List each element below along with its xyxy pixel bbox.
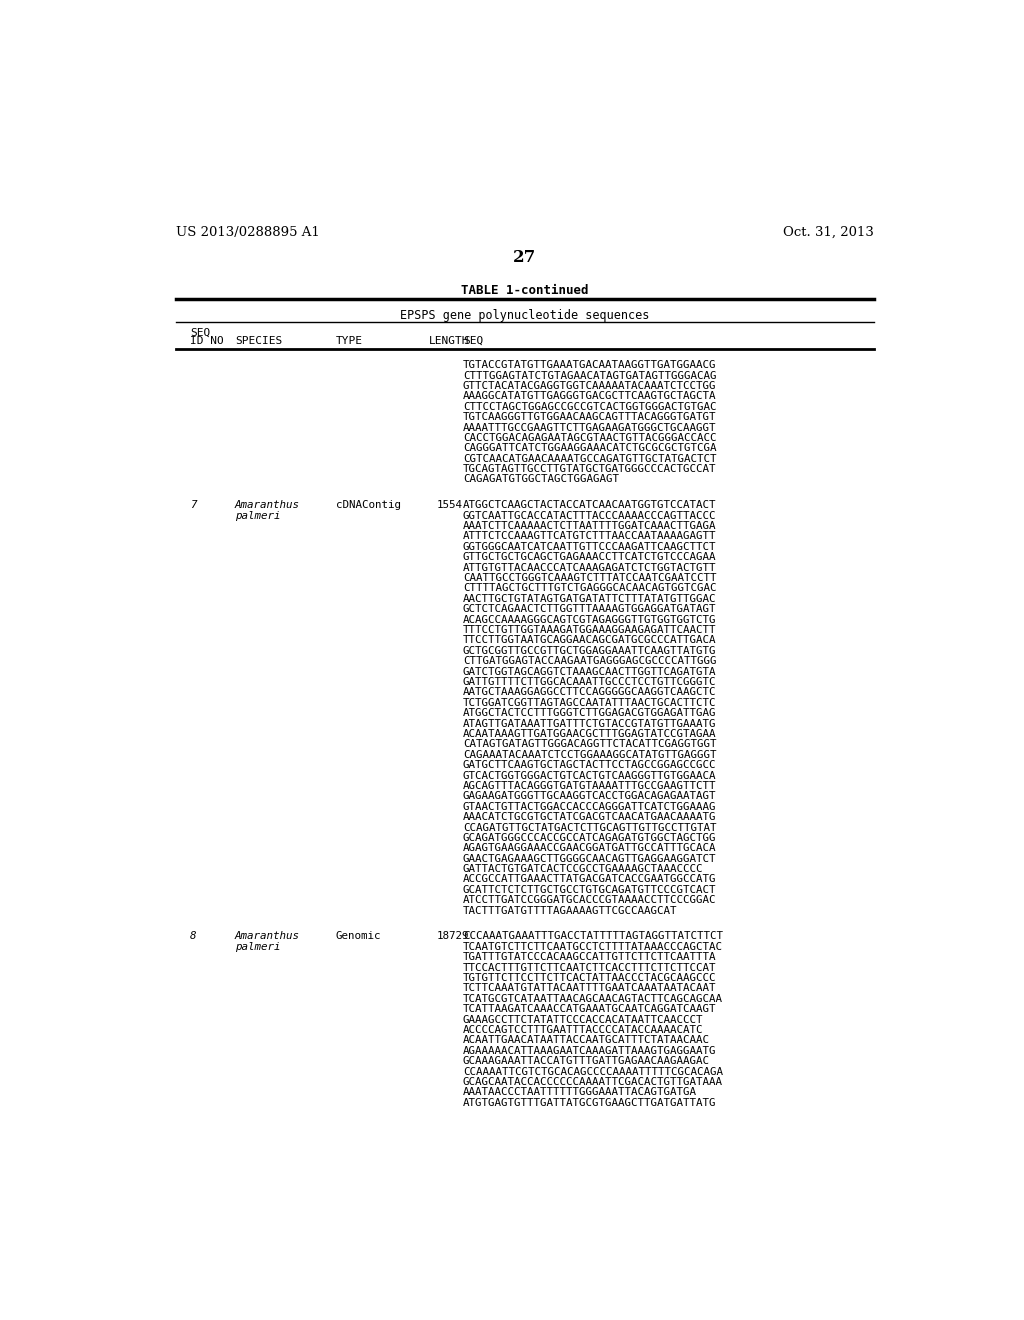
Text: AAACATCTGCGTGCTATCGACGTCAACATGAACAAAATG: AAACATCTGCGTGCTATCGACGTCAACATGAACAAAATG <box>463 812 717 822</box>
Text: GATTGTTTTCTTGGCACAAATTGCCCTCCTGTTCGGGTC: GATTGTTTTCTTGGCACAAATTGCCCTCCTGTTCGGGTC <box>463 677 717 686</box>
Text: ATGGCTACTCCTTTGGGTCTTGGAGACGTGGAGATTGAG: ATGGCTACTCCTTTGGGTCTTGGAGACGTGGAGATTGAG <box>463 708 717 718</box>
Text: 27: 27 <box>513 249 537 267</box>
Text: TACTTTGATGTTTTAGAAAAGTTCGCCAAGCAT: TACTTTGATGTTTTAGAAAAGTTCGCCAAGCAT <box>463 906 677 916</box>
Text: AAATCTTCAAAAACTCTTAATTTTGGATCAAACTTGAGA: AAATCTTCAAAAACTCTTAATTTTGGATCAAACTTGAGA <box>463 521 717 531</box>
Text: Amaranthus: Amaranthus <box>234 500 300 511</box>
Text: CTTTTAGCTGCTTTGTCTGAGGGCACAACAGTGGTCGAC: CTTTTAGCTGCTTTGTCTGAGGGCACAACAGTGGTCGAC <box>463 583 717 594</box>
Text: palmeri: palmeri <box>234 942 281 952</box>
Text: EPSPS gene polynucleotide sequences: EPSPS gene polynucleotide sequences <box>400 309 649 322</box>
Text: 7: 7 <box>190 500 197 511</box>
Text: CATAGTGATAGTTGGGACAGGTTCTACATTCGAGGTGGT: CATAGTGATAGTTGGGACAGGTTCTACATTCGAGGTGGT <box>463 739 717 750</box>
Text: TCTTCAAATGTATTACAATTTTGAATCAAATAATACAAT: TCTTCAAATGTATTACAATTTTGAATCAAATAATACAAT <box>463 983 717 994</box>
Text: AGAGTGAAGGAAACCGAACGGATGATTGCCATTTGCACA: AGAGTGAAGGAAACCGAACGGATGATTGCCATTTGCACA <box>463 843 717 853</box>
Text: ACAATTGAACATAATTACCAATGCATTTCTATAACAAC: ACAATTGAACATAATTACCAATGCATTTCTATAACAAC <box>463 1035 710 1045</box>
Text: ATTTCTCCAAAGTTCATGTCTTTAACCAATAAAAGAGTT: ATTTCTCCAAAGTTCATGTCTTTAACCAATAAAAGAGTT <box>463 532 717 541</box>
Text: GTTCTACATACGAGGTGGTCAAAAATACAAATCTCCTGG: GTTCTACATACGAGGTGGTCAAAAATACAAATCTCCTGG <box>463 381 717 391</box>
Text: GGTGGGCAATCATCAATTGTTCCCAAGATTCAAGCTTCT: GGTGGGCAATCATCAATTGTTCCCAAGATTCAAGCTTCT <box>463 543 717 552</box>
Text: AAAATTTGCCGAAGTTCTTGAGAAGATGGGCTGCAAGGT: AAAATTTGCCGAAGTTCTTGAGAAGATGGGCTGCAAGGT <box>463 422 717 433</box>
Text: 1554: 1554 <box>436 500 463 511</box>
Text: CAGGGATTCATCTGGAAGGAAACATCTGCGCGCTGTCGA: CAGGGATTCATCTGGAAGGAAACATCTGCGCGCTGTCGA <box>463 444 717 453</box>
Text: ACCGCCATTGAAACTTATGACGATCACCGAATGGCCATG: ACCGCCATTGAAACTTATGACGATCACCGAATGGCCATG <box>463 875 717 884</box>
Text: AATGCTAAAGGAGGCCTTCCAGGGGGCAAGGTCAAGCTC: AATGCTAAAGGAGGCCTTCCAGGGGGCAAGGTCAAGCTC <box>463 688 717 697</box>
Text: CAGAAATACAAATCTCCTGGAAAGGCATATGTTGAGGGT: CAGAAATACAAATCTCCTGGAAAGGCATATGTTGAGGGT <box>463 750 717 760</box>
Text: GCTGCGGTTGCCGTTGCTGGAGGAAATTCAAGTTATGTG: GCTGCGGTTGCCGTTGCTGGAGGAAATTCAAGTTATGTG <box>463 645 717 656</box>
Text: GTCACTGGTGGGACTGTCACTGTCAAGGGTTGTGGAACA: GTCACTGGTGGGACTGTCACTGTCAAGGGTTGTGGAACA <box>463 771 717 780</box>
Text: LENGTH: LENGTH <box>429 335 469 346</box>
Text: TTTCCTGTTGGTAAAGATGGAAAGGAAGAGATTCAACTT: TTTCCTGTTGGTAAAGATGGAAAGGAAGAGATTCAACTT <box>463 626 717 635</box>
Text: AAATAACCCTAATTTTTTGGGAAATTACAGTGATGA: AAATAACCCTAATTTTTTGGGAAATTACAGTGATGA <box>463 1088 696 1097</box>
Text: TGTACCGTATGTTGAAATGACAATAAGGTTGATGGAACG: TGTACCGTATGTTGAAATGACAATAAGGTTGATGGAACG <box>463 360 717 370</box>
Text: AGAAAAACATTAAAGAATCAAAGATTAAAGTGAGGAATG: AGAAAAACATTAAAGAATCAAAGATTAAAGTGAGGAATG <box>463 1045 717 1056</box>
Text: 18729: 18729 <box>436 932 469 941</box>
Text: TGTGTTCTTCCTTCTTCACTATTAACCCTACGCAAGCCC: TGTGTTCTTCCTTCTTCACTATTAACCCTACGCAAGCCC <box>463 973 717 983</box>
Text: ACAGCCAAAAGGGCAGTCGTAGAGGGTTGTGGTGGTCTG: ACAGCCAAAAGGGCAGTCGTAGAGGGTTGTGGTGGTCTG <box>463 615 717 624</box>
Text: GGTCAATTGCACCATACTTTACCCAAAACCCAGTTACCC: GGTCAATTGCACCATACTTTACCCAAAACCCAGTTACCC <box>463 511 717 520</box>
Text: CAATTGCCTGGGTCAAAGTCTTTATCCAATCGAATCCTT: CAATTGCCTGGGTCAAAGTCTTTATCCAATCGAATCCTT <box>463 573 717 583</box>
Text: GCATTCTCTCTTGCTGCCTGTGCAGATGTTCCCGTCACT: GCATTCTCTCTTGCTGCCTGTGCAGATGTTCCCGTCACT <box>463 884 717 895</box>
Text: ACAATAAAGTTGATGGAACGCTTTGGAGTATCCGTAGAA: ACAATAAAGTTGATGGAACGCTTTGGAGTATCCGTAGAA <box>463 729 717 739</box>
Text: CTTTGGAGTATCTGTAGAACATAGTGATAGTTGGGACAG: CTTTGGAGTATCTGTAGAACATAGTGATAGTTGGGACAG <box>463 371 717 380</box>
Text: TCATTAAGATCAAACCATGAAATGCAATCAGGATCAAGT: TCATTAAGATCAAACCATGAAATGCAATCAGGATCAAGT <box>463 1005 717 1014</box>
Text: GTTGCTGCTGCAGCTGAGAAACCTTCATCTGTCCCAGAA: GTTGCTGCTGCAGCTGAGAAACCTTCATCTGTCCCAGAA <box>463 552 717 562</box>
Text: GCAGCAATACCACCCCCCAAAATTCGACACTGTTGATAAA: GCAGCAATACCACCCCCCAAAATTCGACACTGTTGATAAA <box>463 1077 723 1086</box>
Text: Amaranthus: Amaranthus <box>234 932 300 941</box>
Text: TTCCACTTTGTTCTTCAATCTTCACCTTTCTTCTTCCAT: TTCCACTTTGTTCTTCAATCTTCACCTTTCTTCTTCCAT <box>463 962 717 973</box>
Text: CCAGATGTTGCTATGACTCTTGCAGTTGTTGCCTTGTAT: CCAGATGTTGCTATGACTCTTGCAGTTGTTGCCTTGTAT <box>463 822 717 833</box>
Text: AAAGGCATATGTTGAGGGTGACGCTTCAAGTGCTAGCTA: AAAGGCATATGTTGAGGGTGACGCTTCAAGTGCTAGCTA <box>463 391 717 401</box>
Text: GATTACTGTGATCACTCCGCCTGAAAAGCTAAACCCC: GATTACTGTGATCACTCCGCCTGAAAAGCTAAACCCC <box>463 865 703 874</box>
Text: ATGTGAGTGTTTGATTATGCGTGAAGCTTGATGATTATG: ATGTGAGTGTTTGATTATGCGTGAAGCTTGATGATTATG <box>463 1098 717 1107</box>
Text: ID NO: ID NO <box>190 335 224 346</box>
Text: ATAGTTGATAAATTGATTTCTGTACCGTATGTTGAAATG: ATAGTTGATAAATTGATTTCTGTACCGTATGTTGAAATG <box>463 718 717 729</box>
Text: ATGGCTCAAGCTACTACCATCAACAATGGTGTCCATACT: ATGGCTCAAGCTACTACCATCAACAATGGTGTCCATACT <box>463 500 717 511</box>
Text: GATCTGGTAGCAGGTCTAAAGCAACTTGGTTCAGATGTA: GATCTGGTAGCAGGTCTAAAGCAACTTGGTTCAGATGTA <box>463 667 717 677</box>
Text: CCCAAATGAAATTTGACCTATTTTTAGTAGGTTATCTTCT: CCCAAATGAAATTTGACCTATTTTTAGTAGGTTATCTTCT <box>463 932 723 941</box>
Text: Oct. 31, 2013: Oct. 31, 2013 <box>782 226 873 239</box>
Text: CTTCCTAGCTGGAGCCGCCGTCACTGGTGGGACTGTGAC: CTTCCTAGCTGGAGCCGCCGTCACTGGTGGGACTGTGAC <box>463 401 717 412</box>
Text: GATGCTTCAAGTGCTAGCTACTTCCTAGCCGGAGCCGCC: GATGCTTCAAGTGCTAGCTACTTCCTAGCCGGAGCCGCC <box>463 760 717 770</box>
Text: GCTCTCAGAACTCTTGGTTTAAAAGTGGAGGATGATAGT: GCTCTCAGAACTCTTGGTTTAAAAGTGGAGGATGATAGT <box>463 605 717 614</box>
Text: TABLE 1-continued: TABLE 1-continued <box>461 284 589 297</box>
Text: CTTGATGGAGTACCAAGAATGAGGGAGCGCCCCATTGGG: CTTGATGGAGTACCAAGAATGAGGGAGCGCCCCATTGGG <box>463 656 717 667</box>
Text: GTAACTGTTACTGGACCACCCAGGGATTCATCTGGAAAG: GTAACTGTTACTGGACCACCCAGGGATTCATCTGGAAAG <box>463 801 717 812</box>
Text: US 2013/0288895 A1: US 2013/0288895 A1 <box>176 226 319 239</box>
Text: TGATTTGTATCCCACAAGCCATTGTTCTTCTTCAATTTA: TGATTTGTATCCCACAAGCCATTGTTCTTCTTCAATTTA <box>463 952 717 962</box>
Text: AGCAGTTTACAGGGTGATGTAAAATTTGCCGAAGTTCTT: AGCAGTTTACAGGGTGATGTAAAATTTGCCGAAGTTCTT <box>463 781 717 791</box>
Text: CCAAAATTCGTCTGCACAGCCCCAAAATTTTTCGCACAGA: CCAAAATTCGTCTGCACAGCCCCAAAATTTTTCGCACAGA <box>463 1067 723 1077</box>
Text: CACCTGGACAGAGAATAGCGTAACTGTTACGGGACCACC: CACCTGGACAGAGAATAGCGTAACTGTTACGGGACCACC <box>463 433 717 444</box>
Text: palmeri: palmeri <box>234 511 281 520</box>
Text: GAGAAGATGGGTTGCAAGGTCACCTGGACAGAGAATAGT: GAGAAGATGGGTTGCAAGGTCACCTGGACAGAGAATAGT <box>463 792 717 801</box>
Text: CAGAGATGTGGCTAGCTGGAGAGT: CAGAGATGTGGCTAGCTGGAGAGT <box>463 474 618 484</box>
Text: GCAGATGGGCCCACCGCCATCAGAGATGTGGCTAGCTGG: GCAGATGGGCCCACCGCCATCAGAGATGTGGCTAGCTGG <box>463 833 717 843</box>
Text: Genomic: Genomic <box>336 932 381 941</box>
Text: ACCCCAGTCCTTTGAATTTACCCCATACCAAAACATC: ACCCCAGTCCTTTGAATTTACCCCATACCAAAACATC <box>463 1026 703 1035</box>
Text: 8: 8 <box>190 932 197 941</box>
Text: GAACTGAGAAAGCTTGGGGCAACAGTTGAGGAAGGATCT: GAACTGAGAAAGCTTGGGGCAACAGTTGAGGAAGGATCT <box>463 854 717 863</box>
Text: GAAAGCCTTCTATATTCCCACCACATAATTCAACCCT: GAAAGCCTTCTATATTCCCACCACATAATTCAACCCT <box>463 1015 703 1024</box>
Text: GCAAAGAAATTACCATGTTTGATTGAGAACAAGAAGAC: GCAAAGAAATTACCATGTTTGATTGAGAACAAGAAGAC <box>463 1056 710 1067</box>
Text: ATCCTTGATCCGGGATGCACCCGTAAAACCTTCCCGGAC: ATCCTTGATCCGGGATGCACCCGTAAAACCTTCCCGGAC <box>463 895 717 906</box>
Text: SEQ: SEQ <box>190 327 210 338</box>
Text: cDNAContig: cDNAContig <box>336 500 400 511</box>
Text: TCATGCGTCATAATTAACAGCAACAGTACTTCAGCAGCAA: TCATGCGTCATAATTAACAGCAACAGTACTTCAGCAGCAA <box>463 994 723 1003</box>
Text: SPECIES: SPECIES <box>234 335 283 346</box>
Text: TCTGGATCGGTTAGTAGCCAATATTTAACTGCACTTCTC: TCTGGATCGGTTAGTAGCCAATATTTAACTGCACTTCTC <box>463 698 717 708</box>
Text: CGTCAACATGAACAAAATGCCAGATGTTGCTATGACTCT: CGTCAACATGAACAAAATGCCAGATGTTGCTATGACTCT <box>463 454 717 463</box>
Text: TTCCTTGGTAATGCAGGAACAGCGATGCGCCCATTGACA: TTCCTTGGTAATGCAGGAACAGCGATGCGCCCATTGACA <box>463 635 717 645</box>
Text: TYPE: TYPE <box>336 335 362 346</box>
Text: TGCAGTAGTTGCCTTGTATGCTGATGGGCCCACTGCCAT: TGCAGTAGTTGCCTTGTATGCTGATGGGCCCACTGCCAT <box>463 465 717 474</box>
Text: ATTGTGTTACAACCCATCAAAGAGATCTCTGGTACTGTT: ATTGTGTTACAACCCATCAAAGAGATCTCTGGTACTGTT <box>463 562 717 573</box>
Text: AACTTGCTGTATAGTGATGATATTCTTTATATGTTGGAC: AACTTGCTGTATAGTGATGATATTCTTTATATGTTGGAC <box>463 594 717 603</box>
Text: TGTCAAGGGTTGTGGAACAAGCAGTTTACAGGGTGATGT: TGTCAAGGGTTGTGGAACAAGCAGTTTACAGGGTGATGT <box>463 412 717 422</box>
Text: TCAATGTCTTCTTCAATGCCTCTTTTATAAACCCAGCTAC: TCAATGTCTTCTTCAATGCCTCTTTTATAAACCCAGCTAC <box>463 942 723 952</box>
Text: SEQ: SEQ <box>463 335 483 346</box>
